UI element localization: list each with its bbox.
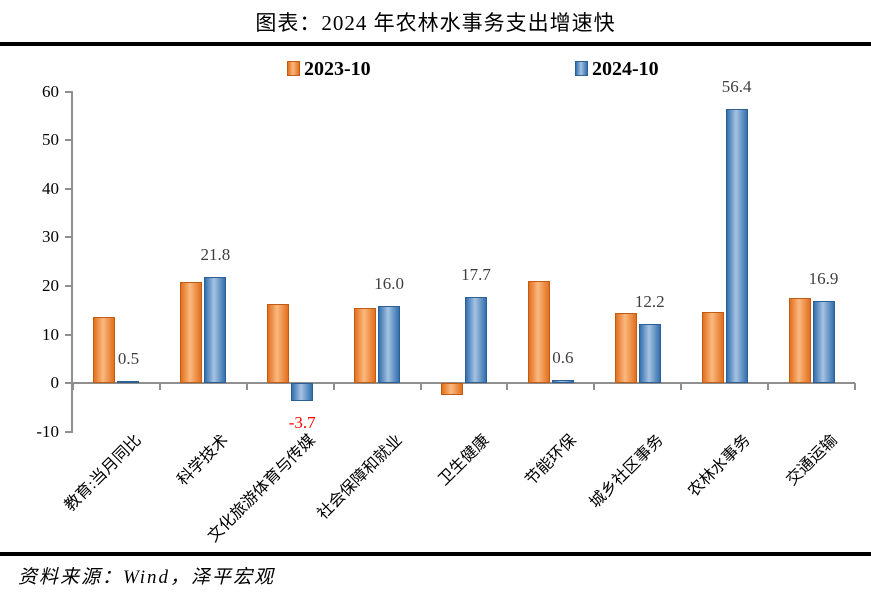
bar-2024-10-交通运输 bbox=[812, 301, 835, 384]
bar-2024-10-农林水事务 bbox=[725, 109, 748, 384]
bar-2023-10-文化旅游体育与传媒 bbox=[267, 303, 290, 384]
title-divider bbox=[0, 42, 871, 46]
legend-swatch-2024-10-icon bbox=[575, 61, 588, 76]
x-tick bbox=[158, 383, 161, 391]
y-tick bbox=[65, 236, 73, 239]
data-label-城乡社区事务: 12.2 bbox=[634, 291, 665, 311]
y-tick-label: 10 bbox=[42, 324, 59, 344]
y-tick-label: 40 bbox=[42, 178, 59, 198]
y-tick bbox=[65, 187, 73, 190]
legend-label-2024-10: 2024-10 bbox=[592, 58, 659, 80]
bar-2023-10-社会保障和就业 bbox=[354, 307, 377, 384]
y-tick bbox=[65, 139, 73, 142]
footer-divider bbox=[0, 552, 871, 556]
data-label-文化旅游体育与传媒: -3.7 bbox=[288, 413, 316, 433]
bar-2023-10-科学技术 bbox=[180, 282, 203, 384]
bar-2023-10-农林水事务 bbox=[701, 311, 724, 384]
y-tick bbox=[65, 333, 73, 336]
y-tick-label: -10 bbox=[36, 421, 59, 441]
data-label-卫生健康: 17.7 bbox=[461, 265, 491, 285]
x-tick bbox=[854, 383, 856, 391]
bar-2024-10-城乡社区事务 bbox=[638, 323, 661, 384]
y-tick bbox=[65, 90, 73, 93]
data-label-交通运输: 16.9 bbox=[808, 269, 839, 289]
x-tick bbox=[593, 383, 596, 391]
y-axis-line bbox=[71, 91, 73, 432]
x-tick bbox=[680, 383, 683, 391]
data-label-节能环保: 0.6 bbox=[552, 348, 574, 368]
bar-2024-10-社会保障和就业 bbox=[378, 305, 401, 384]
legend-item-2023-10: 2023-10 bbox=[287, 57, 371, 81]
y-tick-label: 50 bbox=[42, 130, 59, 150]
data-label-教育:当月同比: 0.5 bbox=[117, 348, 140, 368]
bar-2023-10-交通运输 bbox=[788, 298, 811, 384]
y-tick-label: 30 bbox=[42, 227, 59, 247]
bar-2023-10-节能环保 bbox=[527, 280, 550, 384]
y-tick-label: 0 bbox=[50, 373, 60, 393]
x-tick bbox=[767, 383, 770, 391]
y-tick bbox=[65, 382, 73, 385]
legend-swatch-2023-10-icon bbox=[287, 61, 300, 76]
bar-2023-10-卫生健康 bbox=[441, 383, 463, 395]
y-tick-label: 60 bbox=[42, 81, 59, 101]
y-tick-label: 20 bbox=[42, 276, 59, 296]
legend-item-2024-10: 2024-10 bbox=[575, 57, 659, 81]
x-tick bbox=[332, 383, 335, 391]
bar-2024-10-卫生健康 bbox=[465, 297, 487, 384]
bar-2024-10-教育:当月同比 bbox=[117, 380, 140, 384]
x-tick bbox=[245, 383, 248, 391]
bar-2024-10-文化旅游体育与传媒 bbox=[291, 383, 314, 402]
bar-2023-10-城乡社区事务 bbox=[614, 313, 637, 384]
y-tick bbox=[65, 285, 73, 288]
chart-title: 图表：2024 年农林水事务支出增速快 bbox=[255, 11, 616, 35]
bar-2023-10-教育:当月同比 bbox=[93, 317, 116, 384]
bar-2024-10-科学技术 bbox=[204, 277, 227, 384]
data-label-农林水事务: 56.4 bbox=[721, 77, 752, 97]
x-tick bbox=[419, 383, 422, 391]
data-label-科学技术: 21.8 bbox=[200, 245, 231, 265]
data-label-社会保障和就业: 16.0 bbox=[374, 273, 404, 293]
plot-area: 60 50 40 30 20 10 0 -10 0.5 教育:当月同比 21.8 科学技术 -3.7 文化… bbox=[36, 77, 856, 546]
legend-label-2023-10: 2023-10 bbox=[304, 58, 371, 80]
source-note: 资料来源：Wind，泽平宏观 bbox=[18, 567, 276, 588]
x-axis-line bbox=[73, 382, 855, 385]
y-tick bbox=[65, 430, 73, 433]
x-tick bbox=[72, 383, 74, 391]
x-tick bbox=[506, 383, 509, 391]
bar-2024-10-节能环保 bbox=[551, 380, 574, 384]
